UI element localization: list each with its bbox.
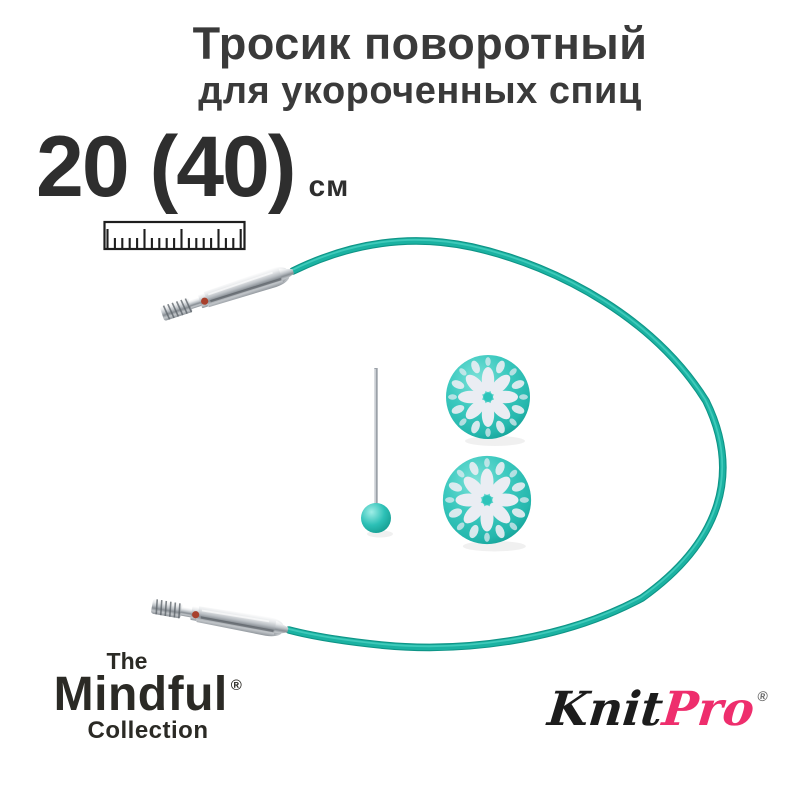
mindful-name-row: Mindful ® <box>36 671 260 719</box>
swivel-cable <box>285 237 727 652</box>
cable-connector-bottom <box>151 599 289 637</box>
ruler-ticks-tall <box>106 229 242 248</box>
connector-body <box>203 267 290 308</box>
knitpro-knit: Knit <box>545 682 666 737</box>
size-unit: см <box>308 170 350 203</box>
mindful-collection-logo: The Mindful ® Collection <box>36 650 260 743</box>
body-reflection-dark <box>200 616 274 633</box>
body-reflection-light <box>207 271 273 296</box>
cable-highlight <box>287 239 724 648</box>
title-line-2: для укороченных спиц <box>198 70 642 113</box>
flower-center-dot <box>482 495 492 505</box>
body-reflection-dark <box>210 277 282 303</box>
connector-neck <box>180 606 193 618</box>
mindful-collection: Collection <box>87 717 209 744</box>
ruler-ticks-short <box>113 238 235 248</box>
size-label: 20 (40) см <box>36 124 349 210</box>
ruler-icon <box>103 220 246 251</box>
flower-pattern <box>445 458 529 542</box>
end-cap-bottom <box>442 455 532 552</box>
knitpro-logo: KnitPro® <box>545 682 769 737</box>
cap-shadow <box>462 540 526 552</box>
end-cap-top <box>446 355 530 446</box>
connector-neck <box>188 297 202 310</box>
swivel-indicator-dot <box>201 297 209 305</box>
mindful-name: Mindful <box>53 668 228 721</box>
size-value: 20 (40) <box>36 119 296 215</box>
mindful-the: The <box>106 648 148 674</box>
thread-ridges <box>162 298 193 320</box>
mindful-registered-mark: ® <box>230 677 243 694</box>
cable-connector-top <box>160 267 294 321</box>
swivel-indicator-dot <box>192 611 200 619</box>
thread-ridges <box>155 599 181 619</box>
cable-joint-cone <box>273 620 289 635</box>
connector-body <box>196 606 283 637</box>
key-ball <box>361 503 391 533</box>
knitpro-pro: Pro <box>659 682 757 737</box>
cap-shadow <box>465 436 525 446</box>
title-line-1: Тросик поворотный <box>192 18 648 69</box>
cable-joint-cone <box>278 268 294 283</box>
knitpro-registered-mark: ® <box>756 688 769 704</box>
body-reflection-light <box>201 609 270 623</box>
flower-pattern <box>448 357 528 437</box>
flower-center-dot <box>483 392 493 402</box>
product-title: Тросик поворотный для укороченных спиц <box>40 20 800 112</box>
cable-key <box>361 368 393 538</box>
